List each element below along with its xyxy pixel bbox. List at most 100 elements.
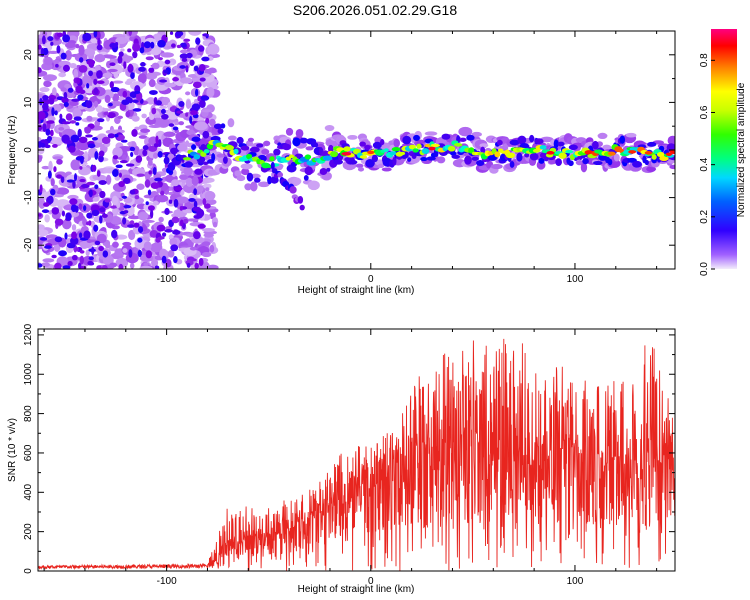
- x-tick-label: 100: [567, 274, 584, 285]
- noise-blob: [161, 96, 171, 106]
- noise-blob: [139, 212, 148, 220]
- noise-blob: [42, 102, 49, 111]
- ridge-halo: [263, 140, 271, 147]
- noise-blob: [145, 250, 153, 259]
- ridge-blob: [568, 160, 574, 167]
- ridge-core: [421, 148, 430, 154]
- ridge-blob: [509, 161, 515, 168]
- noise-blob: [68, 145, 76, 153]
- colorbar-tick-label: 0.0: [699, 262, 710, 276]
- noise-blob: [201, 251, 212, 258]
- noise-blob: [195, 37, 201, 45]
- ridge-halo: [244, 183, 252, 191]
- noise-blob: [79, 165, 83, 170]
- noise-blob: [115, 164, 123, 169]
- noise-blob: [150, 41, 155, 49]
- branch-blob: [277, 172, 284, 178]
- ridge-blob: [647, 141, 657, 147]
- noise-blob: [77, 161, 88, 166]
- noise-blob: [56, 45, 61, 54]
- ridge-core: [233, 148, 239, 155]
- noise-blob: [194, 88, 199, 97]
- noise-blob: [61, 210, 66, 217]
- noise-blob: [159, 248, 168, 259]
- noise-blob: [87, 143, 96, 149]
- noise-blob: [193, 98, 199, 104]
- snr-frame: [37, 328, 676, 572]
- noise-blob: [121, 195, 128, 199]
- noise-blob: [58, 250, 67, 257]
- noise-blob: [70, 236, 79, 246]
- noise-blob: [75, 85, 83, 94]
- ridge-core: [322, 155, 333, 161]
- ridge-core: [656, 152, 665, 158]
- noise-blob: [64, 49, 72, 61]
- ridge-halo: [613, 153, 620, 162]
- noise-blob: [38, 229, 49, 237]
- ridge-core: [430, 143, 441, 148]
- colorbar-label: Normalized spectral amplitude: [736, 82, 747, 217]
- noise-blob: [64, 232, 68, 240]
- noise-blob: [165, 226, 173, 230]
- noise-blob: [134, 90, 141, 94]
- noise-blob: [161, 113, 169, 120]
- ridge-peak: [644, 151, 653, 155]
- noise-blob: [178, 101, 185, 108]
- noise-blob: [112, 146, 123, 158]
- ridge-blob: [220, 123, 226, 129]
- noise-blob: [171, 43, 176, 48]
- noise-blob: [91, 164, 97, 172]
- noise-blob: [52, 87, 57, 96]
- noise-blob: [131, 129, 138, 137]
- noise-blob: [198, 45, 205, 52]
- noise-blob: [151, 62, 160, 70]
- noise-blob: [88, 189, 93, 198]
- noise-blob: [179, 42, 187, 48]
- noise-blob: [193, 65, 199, 72]
- noise-blob: [71, 231, 77, 240]
- noise-blob: [91, 246, 95, 255]
- noise-blob: [143, 241, 152, 251]
- noise-blob: [141, 219, 155, 223]
- ridge-core: [383, 148, 389, 153]
- ridge-halo: [194, 121, 208, 131]
- noise-blob: [98, 155, 104, 163]
- y-tick-label: 1200: [23, 323, 34, 346]
- noise-blob: [109, 81, 114, 89]
- ridge-halo: [471, 131, 483, 137]
- ridge-blob: [191, 144, 197, 150]
- noise-blob: [153, 200, 159, 206]
- noise-blob: [176, 44, 182, 49]
- noise-blob: [205, 187, 210, 192]
- noise-blob: [60, 52, 67, 60]
- noise-blob: [52, 143, 58, 148]
- spectrogram-blobs: [38, 31, 675, 269]
- noise-blob: [143, 262, 149, 266]
- ridge-halo: [183, 166, 193, 176]
- noise-blob: [73, 68, 79, 80]
- noise-blob: [101, 136, 111, 145]
- noise-blob: [42, 123, 47, 132]
- noise-blob: [64, 42, 76, 49]
- ridge-halo: [236, 175, 246, 182]
- ridge-halo: [163, 131, 176, 138]
- noise-blob: [86, 181, 96, 186]
- noise-blob: [38, 224, 45, 231]
- noise-blob: [175, 31, 184, 37]
- noise-blob: [70, 134, 80, 143]
- ridge-blob: [509, 139, 520, 146]
- noise-blob: [61, 121, 71, 125]
- noise-blob: [93, 31, 98, 38]
- ridge-core: [203, 149, 210, 154]
- noise-blob: [83, 151, 89, 162]
- noise-blob: [86, 59, 96, 66]
- ridge-halo: [227, 118, 235, 128]
- noise-blob: [138, 66, 146, 72]
- noise-blob: [193, 200, 198, 209]
- noise-blob: [93, 78, 98, 85]
- ridge-halo: [208, 118, 216, 127]
- ridge-core: [539, 145, 547, 150]
- noise-blob: [38, 67, 42, 74]
- noise-blob: [194, 262, 199, 269]
